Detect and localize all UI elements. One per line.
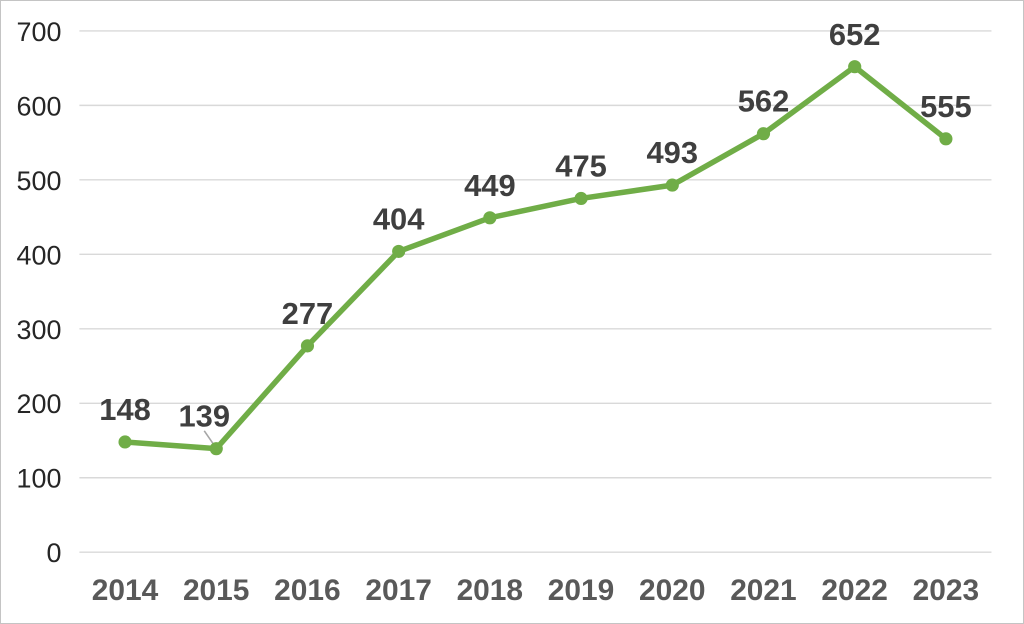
y-axis-tick-label: 500 bbox=[17, 166, 62, 196]
y-axis-tick-label: 400 bbox=[17, 240, 62, 270]
data-labels-group: 148 139 277 404 449 475 493 562 652 555 bbox=[99, 17, 971, 434]
data-label: 148 bbox=[99, 392, 151, 427]
data-point-marker bbox=[300, 339, 315, 353]
y-axis-tick-label: 200 bbox=[17, 389, 62, 419]
data-point-marker bbox=[665, 178, 679, 192]
data-point-marker bbox=[209, 442, 223, 456]
x-axis-tick-label: 2023 bbox=[913, 574, 980, 607]
y-axis-tick-label: 0 bbox=[46, 538, 61, 568]
data-label: 562 bbox=[738, 84, 790, 119]
data-label: 139 bbox=[179, 399, 231, 434]
data-label: 652 bbox=[829, 17, 881, 52]
data-point-marker bbox=[756, 127, 771, 141]
x-axis-tick-label: 2017 bbox=[365, 574, 432, 607]
data-label: 493 bbox=[647, 135, 699, 170]
x-axis-tick-label: 2020 bbox=[639, 574, 706, 607]
data-point-marker bbox=[939, 132, 953, 146]
data-point-marker bbox=[574, 191, 588, 206]
data-label: 475 bbox=[555, 149, 607, 184]
data-label: 555 bbox=[920, 89, 972, 124]
series-line bbox=[122, 63, 949, 452]
data-point-marker bbox=[483, 211, 497, 225]
series-group bbox=[122, 63, 949, 452]
data-label: 449 bbox=[464, 168, 516, 203]
x-axis-tick-labels: 2014 2015 2016 2017 2018 2019 2020 2021 2022 2023 bbox=[92, 574, 979, 607]
markers-group bbox=[118, 60, 953, 456]
x-axis-tick-label: 2021 bbox=[730, 574, 797, 607]
x-axis-tick-label: 2016 bbox=[274, 574, 341, 607]
data-point-marker bbox=[118, 435, 132, 449]
data-label: 404 bbox=[373, 201, 425, 236]
y-axis-tick-label: 600 bbox=[17, 91, 62, 121]
x-axis-tick-label: 2015 bbox=[183, 574, 250, 607]
y-axis-tick-label: 300 bbox=[17, 315, 62, 345]
y-axis-tick-label: 100 bbox=[17, 464, 62, 494]
x-axis-tick-label: 2018 bbox=[457, 574, 524, 607]
data-point-marker bbox=[848, 60, 862, 74]
x-axis-tick-label: 2014 bbox=[92, 574, 159, 607]
x-axis-tick-label: 2019 bbox=[548, 574, 615, 607]
data-point-marker bbox=[392, 244, 406, 258]
gridlines-group bbox=[79, 30, 992, 553]
x-axis-tick-label: 2022 bbox=[821, 574, 888, 607]
y-axis-tick-label: 700 bbox=[17, 17, 62, 47]
data-label: 277 bbox=[282, 296, 334, 331]
y-axis-tick-labels: 0 100 200 300 400 500 600 700 bbox=[17, 17, 62, 568]
